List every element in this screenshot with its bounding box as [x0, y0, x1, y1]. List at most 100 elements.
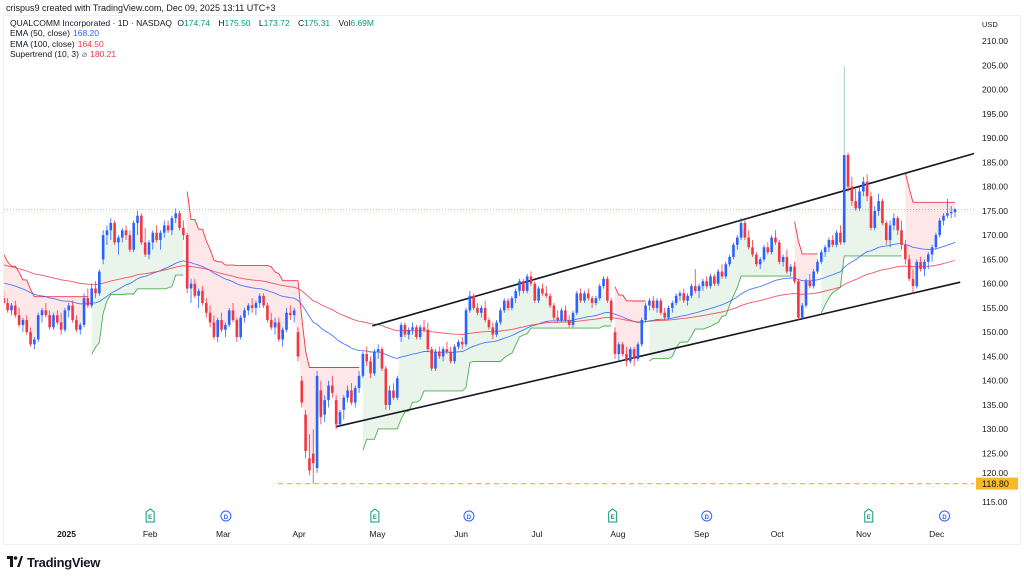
candle[interactable] — [143, 227, 147, 257]
candle[interactable] — [403, 322, 407, 338]
candle[interactable] — [266, 303, 269, 323]
candle[interactable] — [361, 351, 365, 379]
candle[interactable] — [48, 310, 51, 330]
candle[interactable] — [216, 317, 220, 342]
candle[interactable] — [648, 298, 651, 311]
candle[interactable] — [10, 303, 13, 316]
candle[interactable] — [747, 230, 751, 250]
candle[interactable] — [621, 341, 624, 357]
candle[interactable] — [785, 249, 789, 274]
candle[interactable] — [399, 322, 403, 342]
candle[interactable] — [101, 230, 105, 265]
candle[interactable] — [208, 305, 212, 328]
candle[interactable] — [904, 239, 907, 265]
candle[interactable] — [426, 322, 430, 352]
chart-panel[interactable] — [3, 15, 1021, 545]
candle[interactable] — [98, 269, 101, 296]
candle[interactable] — [884, 220, 888, 245]
candle[interactable] — [384, 366, 388, 410]
candle[interactable] — [854, 189, 857, 211]
candle[interactable] — [758, 256, 762, 270]
candle[interactable] — [858, 186, 861, 211]
candle[interactable] — [182, 220, 185, 240]
candle[interactable] — [674, 293, 678, 306]
candle[interactable] — [483, 300, 487, 323]
candle[interactable] — [227, 307, 231, 328]
candle[interactable] — [212, 315, 216, 340]
candle[interactable] — [94, 281, 97, 299]
candle[interactable] — [693, 269, 697, 294]
candle[interactable] — [522, 278, 525, 294]
candle[interactable] — [365, 346, 369, 367]
candle[interactable] — [506, 298, 510, 311]
candle[interactable] — [327, 380, 330, 408]
channel-lower-trendline[interactable] — [335, 281, 961, 428]
candle[interactable] — [44, 303, 48, 318]
candle[interactable] — [850, 176, 854, 207]
symbol-name[interactable]: QUALCOMM Incorporated · 1D · NASDAQ — [10, 18, 173, 28]
candle[interactable] — [86, 288, 90, 308]
candle[interactable] — [724, 261, 728, 279]
candle[interactable] — [155, 225, 158, 243]
candle[interactable] — [239, 315, 242, 340]
candle[interactable] — [285, 307, 288, 333]
candle[interactable] — [594, 295, 598, 306]
candle[interactable] — [308, 434, 311, 476]
candle[interactable] — [56, 310, 59, 325]
candle[interactable] — [63, 307, 67, 333]
candle[interactable] — [147, 239, 151, 260]
candle[interactable] — [655, 298, 659, 313]
candle[interactable] — [331, 375, 334, 398]
candle[interactable] — [159, 230, 162, 250]
candle[interactable] — [434, 349, 437, 372]
candle[interactable] — [113, 220, 116, 245]
candle[interactable] — [705, 276, 708, 289]
legend-supertrend-row[interactable]: Supertrend (10, 3) ⌀ 180.21 — [10, 49, 380, 59]
candle[interactable] — [136, 210, 139, 236]
candle[interactable] — [25, 315, 29, 335]
candle[interactable] — [930, 244, 934, 262]
candle[interactable] — [514, 288, 517, 304]
candle[interactable] — [873, 206, 877, 231]
candle[interactable] — [934, 232, 938, 250]
candle[interactable] — [342, 395, 346, 420]
candle[interactable] — [71, 300, 74, 323]
candle[interactable] — [75, 315, 78, 333]
candle[interactable] — [781, 254, 785, 267]
candle[interactable] — [430, 346, 433, 372]
candle[interactable] — [476, 303, 479, 316]
candle[interactable] — [323, 395, 326, 422]
candle[interactable] — [120, 227, 124, 243]
candle[interactable] — [243, 307, 246, 323]
candle[interactable] — [663, 307, 666, 321]
candle[interactable] — [17, 307, 21, 328]
candle[interactable] — [52, 312, 55, 330]
candle[interactable] — [762, 244, 766, 262]
candle[interactable] — [942, 213, 945, 226]
candle[interactable] — [613, 327, 617, 359]
candle[interactable] — [304, 409, 307, 459]
candle[interactable] — [751, 239, 754, 257]
candle[interactable] — [713, 273, 716, 287]
candle[interactable] — [457, 339, 460, 350]
candle[interactable] — [518, 278, 521, 296]
candle[interactable] — [686, 293, 689, 306]
candle[interactable] — [716, 269, 720, 287]
candle[interactable] — [376, 344, 380, 359]
candle[interactable] — [415, 324, 418, 340]
candle[interactable] — [659, 298, 663, 316]
candle[interactable] — [224, 322, 227, 338]
candle[interactable] — [491, 322, 495, 340]
candle[interactable] — [732, 242, 735, 260]
candle[interactable] — [311, 429, 315, 484]
candle[interactable] — [709, 273, 712, 289]
candle[interactable] — [877, 193, 880, 216]
candle[interactable] — [831, 235, 835, 248]
candle[interactable] — [735, 235, 739, 250]
earnings-marker-icon[interactable]: E — [145, 508, 155, 523]
candle[interactable] — [495, 320, 498, 338]
candle[interactable] — [548, 293, 552, 308]
candle[interactable] — [254, 300, 258, 316]
earnings-marker-icon[interactable]: E — [864, 508, 874, 523]
candle[interactable] — [919, 256, 922, 272]
